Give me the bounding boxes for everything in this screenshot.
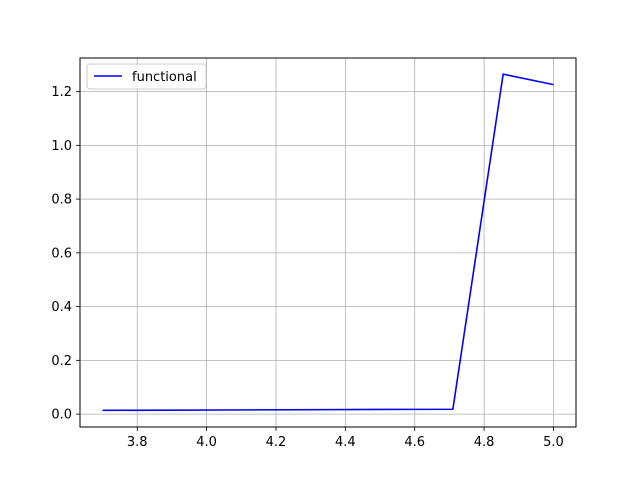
legend: functional [86,63,207,90]
x-tick-label: 4.4 [335,435,356,450]
plot-frame [79,57,577,428]
legend-label: functional [132,70,197,85]
grid [80,58,576,427]
x-tick-label: 5.0 [543,435,564,450]
y-tick-label: 1.0 [51,139,72,154]
y-tick-label: 0.4 [51,300,72,315]
series-line-functional [102,73,554,412]
series-layer [102,73,554,412]
y-tick-label: 0.0 [51,408,72,423]
legend-box [86,63,207,90]
y-tick-label: 0.6 [51,246,72,261]
x-tick-label: 3.8 [127,435,148,450]
y-tick-label: 1.2 [51,85,72,100]
y-axis: 0.0 0.2 0.4 0.6 0.8 1.0 1.2 [51,85,80,423]
x-tick-label: 4.2 [266,435,287,450]
y-tick-label: 0.8 [51,193,72,208]
y-tick-label: 0.2 [51,354,72,369]
x-axis: 3.8 4.0 4.2 4.4 4.6 4.8 5.0 [127,427,564,450]
x-tick-label: 4.0 [196,435,217,450]
x-tick-label: 4.8 [474,435,495,450]
x-tick-label: 4.6 [404,435,425,450]
